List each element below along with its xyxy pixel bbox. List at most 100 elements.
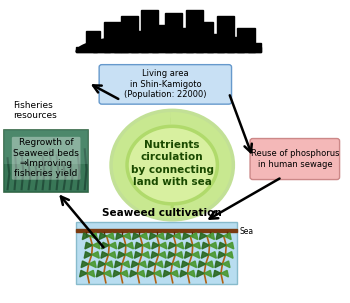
- Polygon shape: [204, 270, 212, 277]
- Polygon shape: [147, 270, 154, 277]
- Polygon shape: [225, 251, 233, 258]
- Polygon shape: [148, 261, 155, 268]
- Polygon shape: [193, 242, 200, 249]
- FancyBboxPatch shape: [4, 130, 88, 192]
- Polygon shape: [114, 37, 128, 52]
- Polygon shape: [98, 261, 105, 268]
- Polygon shape: [126, 242, 133, 249]
- Polygon shape: [202, 242, 210, 249]
- Polygon shape: [109, 242, 117, 249]
- Polygon shape: [149, 233, 157, 240]
- Polygon shape: [131, 31, 148, 52]
- Polygon shape: [221, 270, 229, 277]
- Polygon shape: [141, 10, 159, 52]
- Polygon shape: [165, 261, 172, 268]
- Text: Living area
in Shin-Kamigoto
(Population: 22000): Living area in Shin-Kamigoto (Population…: [124, 69, 206, 99]
- Polygon shape: [210, 242, 217, 249]
- FancyBboxPatch shape: [76, 222, 237, 284]
- Polygon shape: [113, 270, 121, 277]
- Polygon shape: [142, 242, 150, 249]
- Circle shape: [132, 130, 212, 201]
- Polygon shape: [248, 43, 261, 52]
- Polygon shape: [118, 242, 126, 249]
- Polygon shape: [89, 261, 96, 268]
- Polygon shape: [176, 28, 193, 52]
- Text: Nutrients
circulation
by connecting
land with sea: Nutrients circulation by connecting land…: [131, 140, 214, 187]
- Polygon shape: [199, 233, 207, 240]
- Polygon shape: [198, 261, 206, 268]
- Polygon shape: [134, 251, 142, 258]
- Polygon shape: [92, 242, 100, 249]
- Polygon shape: [168, 251, 175, 258]
- Polygon shape: [135, 242, 142, 249]
- Polygon shape: [152, 25, 172, 52]
- Polygon shape: [76, 49, 97, 52]
- Polygon shape: [102, 242, 109, 249]
- Polygon shape: [151, 251, 159, 258]
- Polygon shape: [125, 251, 133, 258]
- Polygon shape: [171, 270, 178, 277]
- Polygon shape: [223, 261, 230, 268]
- Polygon shape: [172, 261, 180, 268]
- Polygon shape: [180, 270, 188, 277]
- Polygon shape: [76, 34, 261, 52]
- Circle shape: [134, 132, 210, 199]
- Polygon shape: [214, 270, 221, 277]
- Polygon shape: [121, 16, 138, 52]
- Polygon shape: [84, 251, 92, 258]
- Polygon shape: [76, 229, 237, 232]
- Polygon shape: [209, 251, 216, 258]
- Polygon shape: [174, 233, 181, 240]
- Polygon shape: [186, 10, 203, 52]
- Polygon shape: [137, 270, 145, 277]
- Circle shape: [119, 118, 225, 212]
- Polygon shape: [218, 251, 225, 258]
- Polygon shape: [175, 251, 183, 258]
- Polygon shape: [101, 251, 108, 258]
- Polygon shape: [157, 233, 164, 240]
- Polygon shape: [122, 261, 130, 268]
- Polygon shape: [190, 233, 198, 240]
- Text: Sea: Sea: [239, 227, 253, 236]
- Polygon shape: [79, 270, 87, 277]
- Polygon shape: [133, 233, 140, 240]
- Text: Regrowth of
Seaweed beds
⇒Improving
fisheries yield: Regrowth of Seaweed beds ⇒Improving fish…: [13, 138, 79, 178]
- Polygon shape: [105, 261, 113, 268]
- Polygon shape: [104, 22, 121, 52]
- Text: Fisheries
resources: Fisheries resources: [13, 101, 56, 121]
- Polygon shape: [130, 270, 137, 277]
- FancyBboxPatch shape: [250, 138, 340, 180]
- Polygon shape: [118, 251, 125, 258]
- Polygon shape: [152, 242, 159, 249]
- Polygon shape: [159, 242, 167, 249]
- Polygon shape: [206, 34, 224, 52]
- Polygon shape: [215, 261, 223, 268]
- Polygon shape: [82, 233, 90, 240]
- Text: Reuse of phosphorus
in human sewage: Reuse of phosphorus in human sewage: [251, 149, 339, 169]
- Circle shape: [136, 133, 208, 197]
- Polygon shape: [196, 22, 214, 52]
- Polygon shape: [107, 233, 114, 240]
- Polygon shape: [237, 28, 254, 52]
- Polygon shape: [131, 261, 139, 268]
- Polygon shape: [87, 270, 95, 277]
- Polygon shape: [85, 242, 92, 249]
- Polygon shape: [207, 233, 215, 240]
- Polygon shape: [176, 242, 184, 249]
- Polygon shape: [90, 233, 97, 240]
- Polygon shape: [197, 270, 204, 277]
- Polygon shape: [217, 16, 234, 52]
- Polygon shape: [81, 261, 89, 268]
- Polygon shape: [92, 251, 99, 258]
- Polygon shape: [181, 261, 189, 268]
- Polygon shape: [139, 261, 146, 268]
- Polygon shape: [185, 242, 193, 249]
- Polygon shape: [142, 251, 149, 258]
- Polygon shape: [226, 242, 234, 249]
- Polygon shape: [166, 233, 174, 240]
- Polygon shape: [163, 270, 171, 277]
- Polygon shape: [165, 13, 182, 52]
- Polygon shape: [155, 261, 163, 268]
- Polygon shape: [96, 270, 104, 277]
- Polygon shape: [189, 261, 197, 268]
